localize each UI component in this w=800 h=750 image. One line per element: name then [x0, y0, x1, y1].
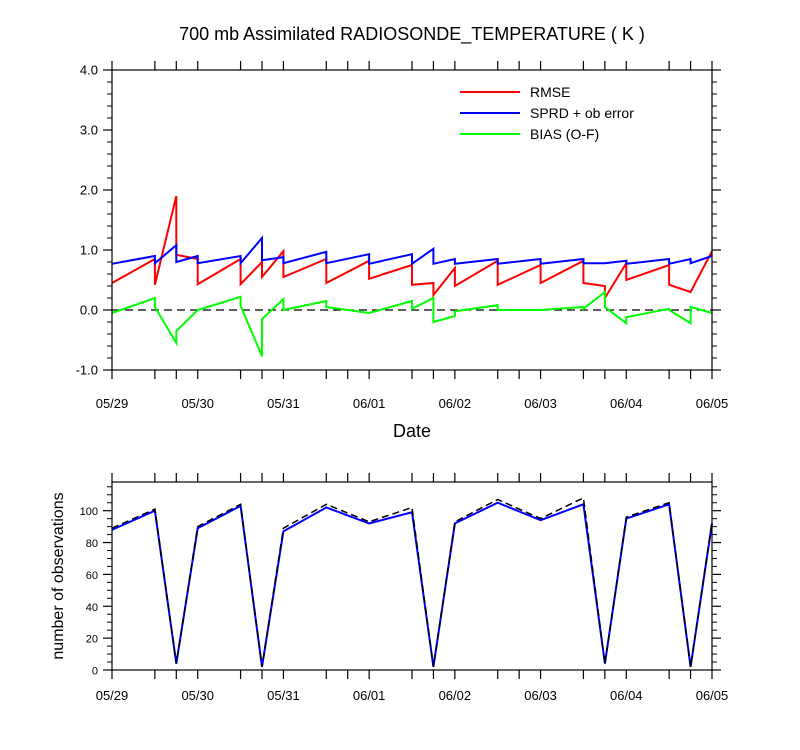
x-tick-label: 05/29: [96, 688, 129, 703]
x-tick-label: 06/04: [610, 396, 643, 411]
x-tick-label: 05/31: [267, 396, 300, 411]
y-tick-label: 40: [86, 602, 98, 614]
x-tick-label: 06/05: [696, 396, 729, 411]
x-tick-label: 06/05: [696, 688, 729, 703]
bottom-ticks: 0 20 40 60 80 100 05/29 05/30 05/31 06/01 06/02 06/…: [80, 473, 729, 703]
series-line-observations-possible: [111, 496, 713, 667]
legend-label: SPRD + ob error: [530, 105, 634, 121]
x-tick-label: 05/29: [96, 396, 129, 411]
y-tick-label: 20: [86, 634, 98, 646]
legend: RMSE SPRD + ob error BIAS (O-F): [460, 84, 634, 142]
x-tick-label: 06/01: [353, 688, 386, 703]
y-tick-label: 3.0: [80, 123, 98, 138]
top-plot-area: [111, 195, 713, 357]
y-tick-label: 1.0: [80, 243, 98, 258]
series-line-sprd-ob-error: [111, 235, 713, 266]
bottom-plot-area: [111, 496, 713, 667]
series-line-observations-used: [111, 501, 713, 667]
x-tick-label: 06/02: [439, 396, 472, 411]
x-tick-label: 05/30: [181, 396, 214, 411]
y-tick-label: 0.0: [80, 303, 98, 318]
x-tick-label: 06/04: [610, 688, 643, 703]
y-tick-label: -1.0: [76, 363, 98, 378]
chart-title: 700 mb Assimilated RADIOSONDE_TEMPERATUR…: [179, 24, 645, 45]
x-tick-label: 05/30: [181, 688, 214, 703]
top-ticks: -1.0 0.0 1.0 2.0 3.0 4.0 05/29 05/30 05/31 06/01 0…: [76, 61, 729, 411]
x-tick-label: 06/02: [439, 688, 472, 703]
x-tick-label: 06/03: [524, 688, 557, 703]
x-tick-label: 06/01: [353, 396, 386, 411]
y-tick-label: 60: [86, 570, 98, 582]
y-tick-label: 80: [86, 538, 98, 550]
x-tick-label: 05/31: [267, 688, 300, 703]
y-tick-label: 4.0: [80, 63, 98, 78]
y-tick-label: 100: [80, 506, 98, 518]
bottom-panel: 0 20 40 60 80 100 05/29 05/30 05/31 06/01 06/02 06/…: [80, 473, 729, 703]
top-panel: -1.0 0.0 1.0 2.0 3.0 4.0 05/29 05/30 05/31 06/01 0…: [76, 61, 729, 411]
x-tick-label: 06/03: [524, 396, 557, 411]
legend-label: BIAS (O-F): [530, 126, 599, 142]
legend-label: RMSE: [530, 84, 570, 100]
y-axis-label: number of observations: [50, 492, 67, 659]
x-axis-label: Date: [393, 421, 431, 441]
y-tick-label: 2.0: [80, 183, 98, 198]
y-tick-label: 0: [92, 666, 98, 678]
series-line-bias-o-f: [111, 289, 713, 357]
series-line-rmse: [111, 195, 713, 302]
